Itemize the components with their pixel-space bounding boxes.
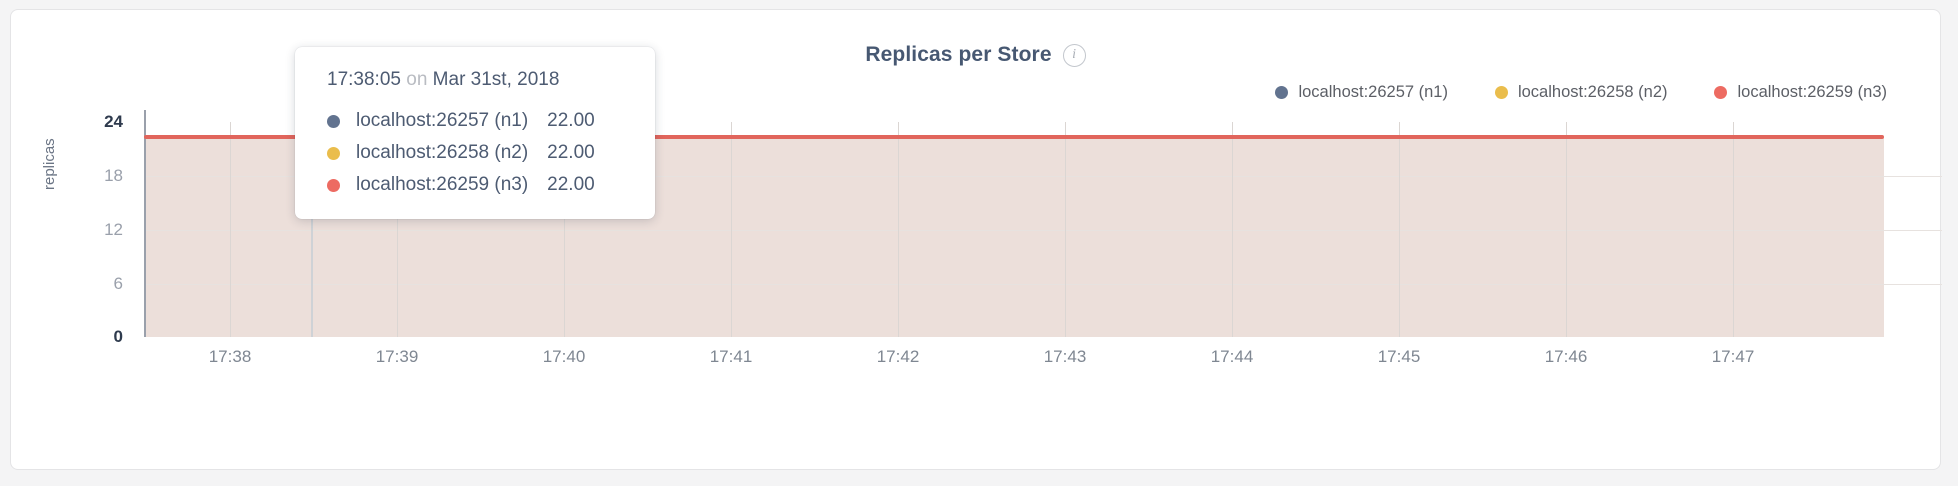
series-line-n3: [144, 135, 1884, 139]
x-tick-6: 17:44: [1210, 347, 1254, 366]
tooltip-row-n3: localhost:26259 (n3) 22.00: [295, 169, 655, 201]
legend-item-n2[interactable]: localhost:26258 (n2): [1494, 83, 1668, 102]
tooltip-row-n2: localhost:26258 (n2) 22.00: [295, 137, 655, 169]
tooltip-header: 17:38:05 on Mar 31st, 2018: [295, 69, 655, 91]
legend-label-n3: localhost:26259 (n3): [1737, 83, 1887, 101]
x-tick-3: 17:41: [709, 347, 753, 366]
x-tick-7: 17:45: [1377, 347, 1421, 366]
x-tick-5: 17:43: [1043, 347, 1087, 366]
grid-lines: [144, 122, 1942, 337]
tooltip-value-n1: 22.00: [547, 110, 595, 131]
tooltip-dot-n2: [327, 146, 340, 160]
chart-legend: localhost:26257 (n1) localhost:26258 (n2…: [1275, 83, 1887, 102]
tooltip-label-n3: localhost:26259 (n3): [356, 174, 529, 195]
legend-dot-n2: [1494, 86, 1508, 99]
y-tick-0: 0: [113, 327, 123, 346]
tooltip-on-word: on: [406, 69, 428, 90]
chart-plot[interactable]: replicas 24 18 12 6 0: [11, 10, 1942, 469]
y-tick-24: 24: [104, 112, 123, 131]
tooltip-dot-n3: [327, 178, 340, 192]
chart-card: Replicas per Store i localhost:26257 (n1…: [10, 9, 1942, 470]
tooltip-date: Mar 31st, 2018: [432, 69, 560, 90]
legend-label-n2: localhost:26258 (n2): [1517, 83, 1668, 101]
legend-item-n1[interactable]: localhost:26257 (n1): [1275, 83, 1448, 102]
y-axis-label: replicas: [41, 138, 58, 190]
y-tick-18: 18: [104, 166, 123, 185]
y-tick-6: 6: [113, 274, 123, 293]
y-tick-12: 12: [104, 220, 123, 239]
tooltip-row-n1: localhost:26257 (n1) 22.00: [295, 105, 655, 137]
hover-crosshair: [311, 113, 313, 337]
tooltip-label-n2: localhost:26258 (n2): [356, 142, 529, 163]
legend-item-n3[interactable]: localhost:26259 (n3): [1714, 83, 1887, 102]
x-tick-8: 17:46: [1544, 347, 1588, 366]
x-tick-2: 17:40: [542, 347, 586, 366]
tooltip-value-n2: 22.00: [547, 142, 595, 163]
tooltip-value-n3: 22.00: [547, 174, 595, 195]
x-tick-1: 17:39: [375, 347, 419, 366]
x-tick-4: 17:42: [876, 347, 920, 366]
tooltip-time: 17:38:05: [327, 69, 401, 90]
legend-dot-n1: [1275, 86, 1289, 99]
legend-label-n1: localhost:26257 (n1): [1298, 83, 1448, 101]
tooltip-label-n1: localhost:26257 (n1): [356, 110, 529, 131]
y-axis-line: [144, 110, 146, 337]
tooltip-dot-n1: [327, 114, 340, 128]
x-tick-9: 17:47: [1711, 347, 1755, 366]
legend-dot-n3: [1714, 86, 1728, 99]
y-axis-ticks: 24 18 12 6 0: [71, 10, 123, 469]
x-tick-0: 17:38: [208, 347, 252, 366]
hover-tooltip: 17:38:05 on Mar 31st, 2018 localhost:262…: [295, 47, 655, 219]
